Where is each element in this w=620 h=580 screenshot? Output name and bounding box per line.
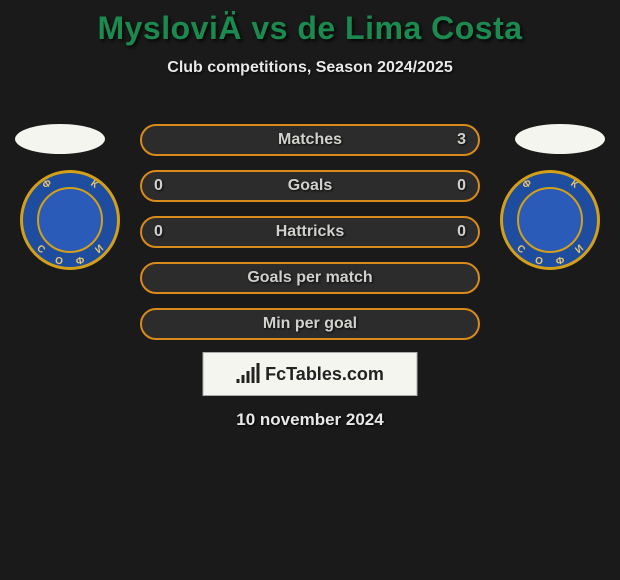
badge-text: Ф — [521, 178, 534, 192]
logo-text: FcTables.com — [265, 364, 384, 385]
page-title: MysloviÄ vs de Lima Costa — [0, 0, 620, 47]
club-badge-right: Ф К С О Ф И — [500, 170, 600, 270]
stat-label: Hattricks — [276, 223, 344, 241]
stat-row-goals: 0 Goals 0 — [140, 170, 480, 202]
subtitle: Club competitions, Season 2024/2025 — [0, 59, 620, 77]
stat-value-left: 0 — [154, 177, 163, 195]
stat-label: Goals — [288, 177, 332, 195]
fctables-logo[interactable]: FcTables.com — [203, 352, 418, 396]
stat-value-right: 0 — [457, 177, 466, 195]
stat-value-right: 0 — [457, 223, 466, 241]
logo-bars-icon — [236, 365, 259, 383]
badge-text: Ф — [76, 255, 86, 267]
player-right-avatar — [515, 124, 605, 154]
stat-label: Min per goal — [263, 315, 357, 333]
club-badge-left: Ф К С О Ф И — [20, 170, 120, 270]
date: 10 november 2024 — [0, 410, 620, 430]
badge-text: К — [88, 178, 99, 191]
badge-text: С — [514, 243, 527, 256]
badge-text: С — [34, 243, 47, 256]
stat-row-mpg: Min per goal — [140, 308, 480, 340]
stat-row-gpm: Goals per match — [140, 262, 480, 294]
badge-text: И — [573, 243, 586, 256]
badge-text: Ф — [41, 178, 54, 192]
badge-text: О — [54, 255, 64, 267]
stat-value-left: 0 — [154, 223, 163, 241]
stats-container: Matches 3 0 Goals 0 0 Hattricks 0 Goals … — [140, 124, 480, 354]
player-left-avatar — [15, 124, 105, 154]
badge-text: И — [93, 243, 106, 256]
stat-row-hattricks: 0 Hattricks 0 — [140, 216, 480, 248]
badge-text: К — [568, 178, 579, 191]
badge-text: О — [534, 255, 544, 267]
stat-label: Goals per match — [247, 269, 372, 287]
badge-text: Ф — [556, 255, 566, 267]
stat-label: Matches — [278, 131, 342, 149]
stat-value-right: 3 — [457, 131, 466, 149]
stat-row-matches: Matches 3 — [140, 124, 480, 156]
